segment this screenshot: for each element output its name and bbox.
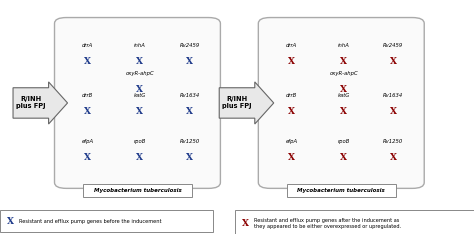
Text: efpA: efpA <box>285 139 298 144</box>
Text: X: X <box>390 153 397 162</box>
Text: X: X <box>288 107 295 116</box>
Text: X: X <box>340 107 347 116</box>
Text: Rv2459: Rv2459 <box>383 43 403 48</box>
FancyBboxPatch shape <box>0 210 213 232</box>
Text: X: X <box>84 153 91 162</box>
Text: X: X <box>340 85 347 94</box>
Text: X: X <box>242 219 249 228</box>
Text: R/INH
plus FPJ: R/INH plus FPJ <box>222 96 252 110</box>
Text: X: X <box>137 107 143 116</box>
FancyBboxPatch shape <box>55 18 220 188</box>
FancyBboxPatch shape <box>258 18 424 188</box>
Text: oxyR-ahpC: oxyR-ahpC <box>329 71 358 76</box>
Text: X: X <box>340 57 347 66</box>
Text: X: X <box>137 153 143 162</box>
Text: katG: katG <box>134 93 146 98</box>
FancyBboxPatch shape <box>83 184 192 197</box>
Text: X: X <box>84 57 91 66</box>
Text: Mycobacterium tuberculosis: Mycobacterium tuberculosis <box>297 188 385 193</box>
Text: Resistant and efflux pump genes before the inducement: Resistant and efflux pump genes before t… <box>19 219 162 224</box>
Text: Rv1634: Rv1634 <box>180 93 200 98</box>
Text: X: X <box>8 217 14 226</box>
Text: X: X <box>84 107 91 116</box>
Text: inhA: inhA <box>134 43 146 48</box>
Text: drrB: drrB <box>286 93 297 98</box>
Text: rpoB: rpoB <box>134 139 146 144</box>
Text: X: X <box>137 85 143 94</box>
Polygon shape <box>219 82 274 124</box>
Text: oxyR-ahpC: oxyR-ahpC <box>126 71 154 76</box>
Polygon shape <box>13 82 67 124</box>
FancyBboxPatch shape <box>235 210 474 234</box>
Text: X: X <box>288 153 295 162</box>
Text: drrA: drrA <box>82 43 93 48</box>
Text: R/INH
plus FPJ: R/INH plus FPJ <box>16 96 46 110</box>
Text: Mycobacterium tuberculosis: Mycobacterium tuberculosis <box>93 188 182 193</box>
Text: Resistant and efflux pump genes after the inducement as
they appeared to be eith: Resistant and efflux pump genes after th… <box>254 218 401 229</box>
Text: drrA: drrA <box>286 43 297 48</box>
Text: X: X <box>390 57 397 66</box>
Text: X: X <box>186 107 193 116</box>
Text: Rv1634: Rv1634 <box>383 93 403 98</box>
Text: X: X <box>340 153 347 162</box>
Text: X: X <box>288 57 295 66</box>
Text: X: X <box>186 153 193 162</box>
Text: X: X <box>186 57 193 66</box>
Text: X: X <box>137 57 143 66</box>
Text: X: X <box>390 107 397 116</box>
Text: efpA: efpA <box>82 139 94 144</box>
FancyBboxPatch shape <box>287 184 396 197</box>
Text: Rv1250: Rv1250 <box>180 139 200 144</box>
Text: rpoB: rpoB <box>337 139 350 144</box>
Text: Rv2459: Rv2459 <box>180 43 200 48</box>
Text: drrB: drrB <box>82 93 93 98</box>
Text: Rv1250: Rv1250 <box>383 139 403 144</box>
Text: katG: katG <box>337 93 350 98</box>
Text: inhA: inhA <box>337 43 350 48</box>
